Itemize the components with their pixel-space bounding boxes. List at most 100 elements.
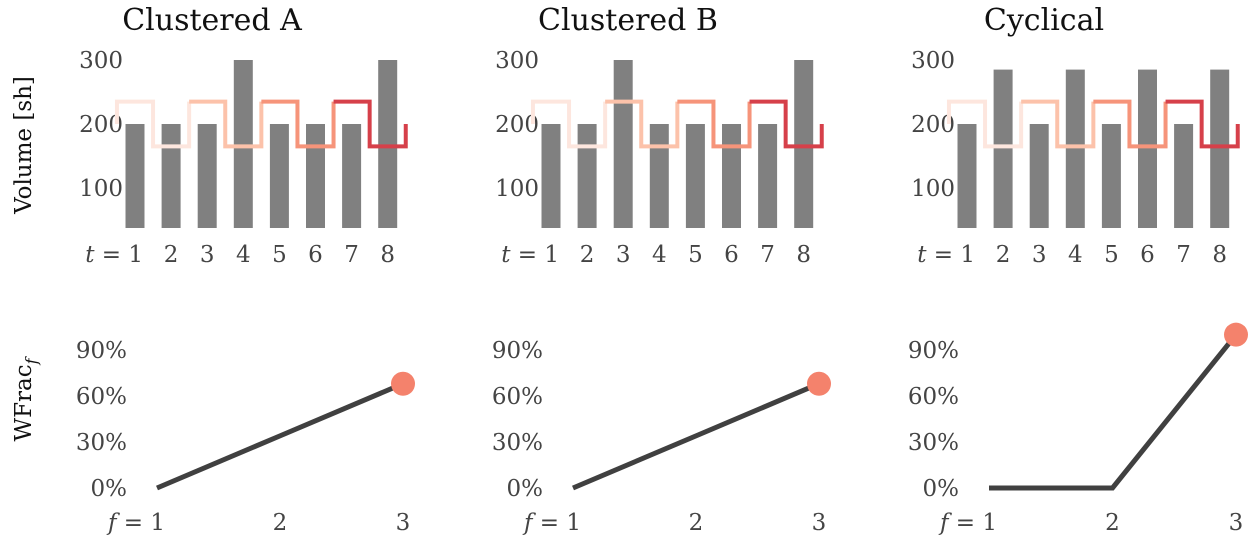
x-tick-label: 4 — [236, 242, 251, 268]
x-var-value: = 1 — [532, 510, 581, 536]
x-tick-label: 4 — [652, 242, 667, 268]
x-tick-label: f = 1 — [106, 510, 165, 536]
volume-bar — [993, 69, 1013, 228]
volume-bar — [197, 124, 217, 228]
step-line-segment — [605, 99, 680, 149]
y-tick-label: 100 — [495, 176, 539, 202]
x-tick-label: 2 — [164, 242, 179, 268]
step-line-segment — [189, 99, 264, 149]
panel-title: Cyclical — [984, 3, 1104, 38]
x-tick-label: t = 1 — [501, 242, 559, 268]
y-tick-label: 0% — [923, 476, 960, 502]
y-tick-label: 60% — [492, 384, 543, 410]
x-tick-label: 2 — [996, 242, 1011, 268]
x-var: t — [501, 242, 511, 268]
volume-bar — [649, 124, 669, 228]
x-var: f — [522, 510, 536, 536]
volume-bar — [613, 60, 633, 228]
x-tick-label: 3 — [1032, 242, 1047, 268]
y-tick-label: 0% — [91, 476, 128, 502]
volume-bar — [233, 60, 253, 228]
x-tick-label: 5 — [1104, 242, 1119, 268]
x-tick-label: 3 — [812, 510, 827, 536]
wfrac-line — [572, 381, 820, 491]
volume-bar — [1065, 69, 1085, 228]
x-tick-label: 3 — [396, 510, 411, 536]
volume-bar — [541, 124, 561, 228]
x-tick-label: 6 — [724, 242, 739, 268]
volume-bar — [1138, 69, 1157, 228]
step-line-segment — [333, 99, 408, 149]
final-point-marker — [391, 371, 415, 396]
volume-bar — [794, 60, 814, 228]
step-line-segment — [261, 99, 336, 149]
y-tick-label: 100 — [911, 176, 955, 202]
x-var-value: = 1 — [948, 510, 997, 536]
final-point-marker — [807, 371, 831, 396]
step-line-segment — [1021, 99, 1096, 149]
wfrac-ylabel-main: WFrac — [11, 364, 37, 441]
x-tick-label: f = 1 — [522, 510, 581, 536]
x-tick-label: 4 — [1068, 242, 1083, 268]
x-tick-label: 2 — [1105, 510, 1120, 536]
x-tick-label: 2 — [580, 242, 595, 268]
x-var-value: = 1 — [94, 242, 143, 268]
x-var: t — [85, 242, 95, 268]
x-var: t — [917, 242, 927, 268]
volume-bar — [306, 124, 325, 228]
y-tick-label: 60% — [76, 384, 127, 410]
y-tick-label: 300 — [911, 48, 955, 74]
y-tick-label: 300 — [495, 48, 539, 74]
x-tick-label: 7 — [344, 242, 359, 268]
y-tick-label: 300 — [79, 48, 123, 74]
volume-bar — [577, 124, 597, 228]
x-tick-label: 5 — [272, 242, 287, 268]
volume-bar — [1210, 69, 1230, 228]
y-tick-label: 30% — [76, 430, 127, 456]
wfrac-panel: 0% 30% 60% 90% f = 1 2 3 — [76, 338, 415, 536]
x-var-value: = 1 — [926, 242, 975, 268]
step-line-segment — [530, 99, 608, 149]
step-line-segment — [1165, 99, 1240, 149]
wfrac-panel: 0% 30% 60% 90% f = 1 2 3 — [492, 338, 831, 536]
volume-bar — [957, 124, 977, 228]
y-tick-label: 100 — [79, 176, 123, 202]
volume-bar — [1029, 124, 1049, 228]
volume-bar — [342, 124, 362, 228]
x-tick-label: 3 — [616, 242, 631, 268]
x-var-value: = 1 — [510, 242, 559, 268]
final-point-marker — [1224, 322, 1248, 347]
x-var: f — [938, 510, 952, 536]
x-tick-label: 2 — [273, 510, 288, 536]
panel-title: Clustered A — [122, 3, 302, 38]
step-line-segment — [114, 99, 192, 149]
step-line-segment — [946, 99, 1024, 149]
panel-title: Clustered B — [538, 3, 718, 38]
x-var-value: = 1 — [116, 510, 165, 536]
volume-bar — [1174, 124, 1194, 228]
volume-bar — [1101, 124, 1121, 228]
x-tick-label: 7 — [760, 242, 775, 268]
volume-bar — [722, 124, 741, 228]
volume-bar — [161, 124, 181, 228]
x-tick-label: f = 1 — [938, 510, 997, 536]
x-tick-label: 3 — [1229, 510, 1244, 536]
step-line-segment — [1093, 99, 1168, 149]
x-tick-label: 6 — [308, 242, 323, 268]
step-line-segment — [677, 99, 752, 149]
y-tick-label: 30% — [492, 430, 543, 456]
wfrac-line — [989, 333, 1238, 491]
step-line-segment — [749, 99, 824, 149]
y-tick-label: 60% — [908, 384, 959, 410]
x-tick-label: 8 — [380, 242, 395, 268]
y-tick-label: 0% — [507, 476, 544, 502]
volume-bar — [125, 124, 145, 228]
volume-bar — [685, 124, 705, 228]
x-tick-label: 8 — [1212, 242, 1227, 268]
y-tick-label: 90% — [492, 338, 543, 364]
y-tick-label: 90% — [908, 338, 959, 364]
